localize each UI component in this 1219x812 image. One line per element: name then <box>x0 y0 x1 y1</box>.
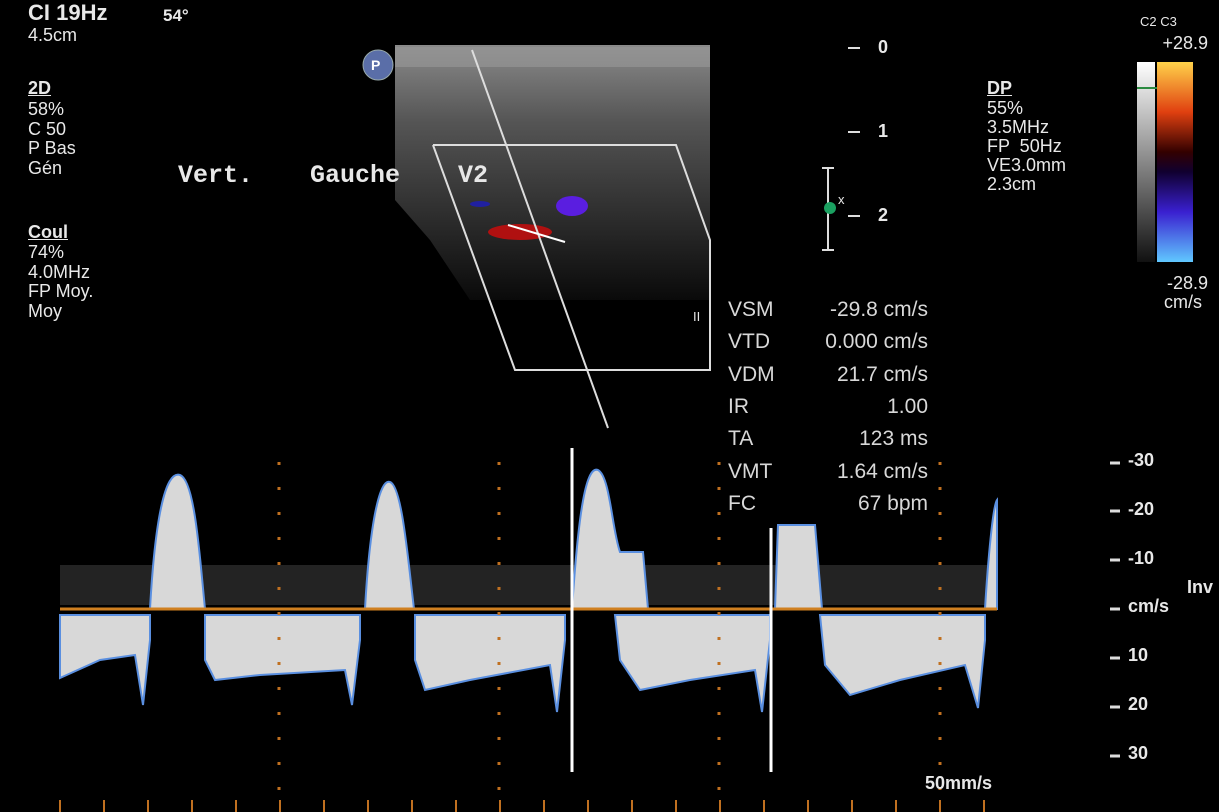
section-title: 2D <box>28 79 51 98</box>
gate-marker: x <box>838 190 845 209</box>
measurement-name: VSM <box>728 300 774 319</box>
color-flow-blue-small <box>470 201 490 207</box>
probe: C2 C3 <box>1140 12 1177 31</box>
freeze-marker: II <box>693 307 700 326</box>
gate-dot <box>824 202 836 214</box>
velocity-label: 10 <box>1128 646 1148 665</box>
vessel-label: Vert. <box>178 166 253 185</box>
sweep-speed: 50mm/s <box>925 774 992 793</box>
gray-bar <box>1137 62 1155 262</box>
measurement-value: 123 ms <box>780 429 928 448</box>
velocity-label: -10 <box>1128 549 1154 568</box>
setting: P Bas <box>28 139 76 158</box>
mode: CI 19Hz <box>28 2 107 24</box>
setting: 74% <box>28 243 64 262</box>
vessel-label: Gauche <box>310 166 400 185</box>
setting: FP 50Hz <box>987 137 1062 156</box>
setting: FP Moy. <box>28 282 93 301</box>
angle: 54° <box>163 6 189 25</box>
setting: 2.3cm <box>987 175 1036 194</box>
velocity-label: -20 <box>1128 500 1154 519</box>
setting: 58% <box>28 100 64 119</box>
measurement-name: VDM <box>728 365 775 384</box>
depth-label: 1 <box>878 122 888 141</box>
probe-marker-label: P <box>371 56 380 75</box>
velocity-ticks <box>1110 463 1120 756</box>
measurement-value: -29.8 cm/s <box>780 300 928 319</box>
setting: Gén <box>28 159 62 178</box>
velocity-label: cm/s <box>1128 597 1169 616</box>
section-title: Coul <box>28 223 68 242</box>
setting: C 50 <box>28 120 66 139</box>
velocity-label: 20 <box>1128 695 1148 714</box>
velocity-label: -30 <box>1128 451 1154 470</box>
measurement-name: FC <box>728 494 756 513</box>
setting: 55% <box>987 99 1023 118</box>
measurement-name: TA <box>728 429 753 448</box>
measurement-value: 67 bpm <box>780 494 928 513</box>
measurement-name: VMT <box>728 462 772 481</box>
depth-label: 0 <box>878 38 888 57</box>
setting: VE3.0mm <box>987 156 1066 175</box>
section-title: DP <box>987 79 1012 98</box>
invert-label: Inv <box>1187 578 1213 597</box>
color-bar-bottom: -28.9 <box>1120 274 1208 293</box>
measurement-value: 21.7 cm/s <box>780 365 928 384</box>
setting: 3.5MHz <box>987 118 1049 137</box>
color-flow-red <box>488 224 552 240</box>
measurement-value: 0.000 cm/s <box>780 332 928 351</box>
setting: Moy <box>28 302 62 321</box>
setting: 4.0MHz <box>28 263 90 282</box>
vessel-label: V2 <box>458 166 488 185</box>
velocity-label: 30 <box>1128 744 1148 763</box>
measurement-value: 1.64 cm/s <box>780 462 928 481</box>
measurement-value: 1.00 <box>780 397 928 416</box>
measurement-name: IR <box>728 397 749 416</box>
color-flow-blue <box>556 196 588 216</box>
b-mode-near-field <box>395 47 710 67</box>
color-bar-unit: cm/s <box>1120 293 1202 312</box>
measurement-name: VTD <box>728 332 770 351</box>
color-bar-top: +28.9 <box>1120 34 1208 53</box>
depth-ticks <box>822 48 860 250</box>
color-bar <box>1157 62 1193 262</box>
depth: 4.5cm <box>28 26 77 45</box>
depth-label: 2 <box>878 206 888 225</box>
ultrasound-screen: CI 19Hz 54° 4.5cm C2 C3 P 2D 58%C 50P Ba… <box>0 0 1219 812</box>
time-axis-ticks <box>60 800 984 812</box>
